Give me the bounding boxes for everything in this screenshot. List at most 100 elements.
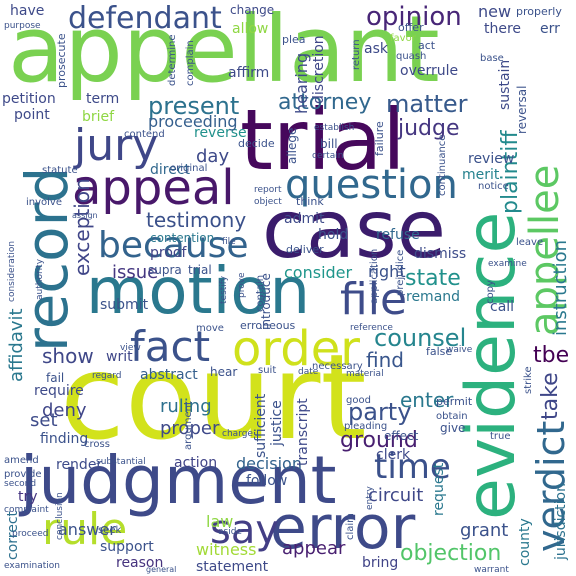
word-counsel: counsel <box>374 324 467 352</box>
word-take: take <box>538 372 563 420</box>
word-entry: entry <box>365 486 375 510</box>
word-matter: matter <box>386 90 468 118</box>
word-complaint: complaint <box>4 505 49 515</box>
word-have: have <box>10 3 45 19</box>
word-say: say <box>210 507 280 553</box>
word-because: because <box>98 225 249 266</box>
word-set: set <box>30 410 58 431</box>
word-plaintiff: plaintiff <box>498 130 523 214</box>
word-aside: aside <box>218 527 242 537</box>
word-direct: direct <box>150 162 191 178</box>
word-consider: consider <box>284 263 353 282</box>
word-hold: hold <box>318 227 349 243</box>
word-witness: witness <box>196 540 257 559</box>
word-assign: assign <box>72 211 98 220</box>
word-material: material <box>346 369 384 379</box>
word-charge: charge <box>222 429 253 439</box>
word-conclusion: conclusion <box>55 492 65 540</box>
word-bring: bring <box>362 555 399 571</box>
word-action: action <box>174 455 218 471</box>
word-dismiss: dismiss <box>414 246 467 262</box>
word-warrant: warrant <box>474 565 509 575</box>
word-examine: examine <box>488 259 527 269</box>
word-favor: favor <box>390 33 416 44</box>
word-testimony: testimony <box>146 208 247 232</box>
word-date: date <box>298 367 319 377</box>
word-continuance: continuance <box>437 134 448 196</box>
word-order: order <box>232 321 360 377</box>
word-necessary: necessary <box>312 361 363 372</box>
word-exception: exception <box>70 178 94 276</box>
word-finding: finding <box>40 431 89 447</box>
word-permit: permit <box>436 395 473 408</box>
word-give: give <box>440 421 466 435</box>
word-appeal: appeal <box>72 160 235 216</box>
word-allow: allow <box>232 21 269 37</box>
word-jurisdiction: jurisdiction <box>553 483 569 560</box>
word-review: review <box>468 151 515 167</box>
word-file: file <box>340 274 408 325</box>
word-reason: reason <box>116 555 164 571</box>
word-proceeding: proceeding <box>148 112 238 131</box>
word-issue: issue <box>112 262 159 283</box>
word-quash: quash <box>396 51 427 62</box>
word-examination: examination <box>4 561 60 571</box>
word-proceed: proceed <box>12 529 49 539</box>
word-failure: failure <box>373 121 386 156</box>
word-prosecute: prosecute <box>55 33 68 88</box>
word-copy: copy <box>485 280 496 304</box>
word-deliver: deliver <box>286 243 324 256</box>
word-substantial: substantial <box>96 457 146 467</box>
word-fact: fact <box>130 322 211 371</box>
word-defendant: defendant <box>68 1 222 36</box>
word-trial-small: trial <box>188 263 212 277</box>
word-contend: contend <box>124 129 165 140</box>
word-sufficient: sufficient <box>253 393 269 458</box>
word-show: show <box>42 344 94 368</box>
word-obtain: obtain <box>436 411 468 422</box>
word-appear: appear <box>282 538 346 559</box>
word-reverse: reverse <box>194 125 247 141</box>
word-hear: hear <box>210 365 238 379</box>
word-good: good <box>346 395 371 406</box>
word-tbe: tbe <box>533 343 570 368</box>
word-objection: objection <box>400 541 502 566</box>
word-certain: certain <box>312 151 344 161</box>
word-jury: jury <box>74 120 159 171</box>
word-involve: involve <box>26 197 63 208</box>
word-testify: testify <box>219 275 229 304</box>
word-affidavit: affidavit <box>6 308 27 382</box>
word-new: new <box>478 2 512 21</box>
word-true: true <box>490 431 511 442</box>
word-seek: seek <box>98 525 122 536</box>
word-require: require <box>34 383 84 399</box>
word-appellant: appellant <box>8 0 440 103</box>
word-submit: submit <box>100 297 149 313</box>
word-application: application <box>369 248 380 304</box>
word-clerk: clerk <box>376 447 411 463</box>
word-admit: admit <box>284 211 325 227</box>
word-remand: remand <box>406 289 461 305</box>
word-judge: judge <box>398 116 460 141</box>
word-decision: decision <box>236 454 302 473</box>
word-petition: petition <box>2 91 56 107</box>
word-sustain: sustain <box>497 59 513 110</box>
word-support: support <box>100 539 154 555</box>
word-argument: argument <box>183 401 194 450</box>
word-day: day <box>196 146 230 167</box>
word-ruling: ruling <box>160 396 212 417</box>
word-plea: plea <box>282 33 306 46</box>
word-regard: regard <box>92 371 122 381</box>
word-instruction: instruction <box>550 239 571 336</box>
word-term: term <box>86 91 120 107</box>
word-general: general <box>146 565 177 574</box>
word-judgment: judgment <box>20 442 337 519</box>
word-change: change <box>230 3 275 17</box>
word-transcript: transcript <box>295 398 311 466</box>
word-contain: contain <box>255 274 266 312</box>
word-act: act <box>418 39 436 52</box>
word-second: second <box>4 479 37 489</box>
word-opinion: opinion <box>366 2 462 32</box>
word-overrule: overrule <box>400 63 459 79</box>
